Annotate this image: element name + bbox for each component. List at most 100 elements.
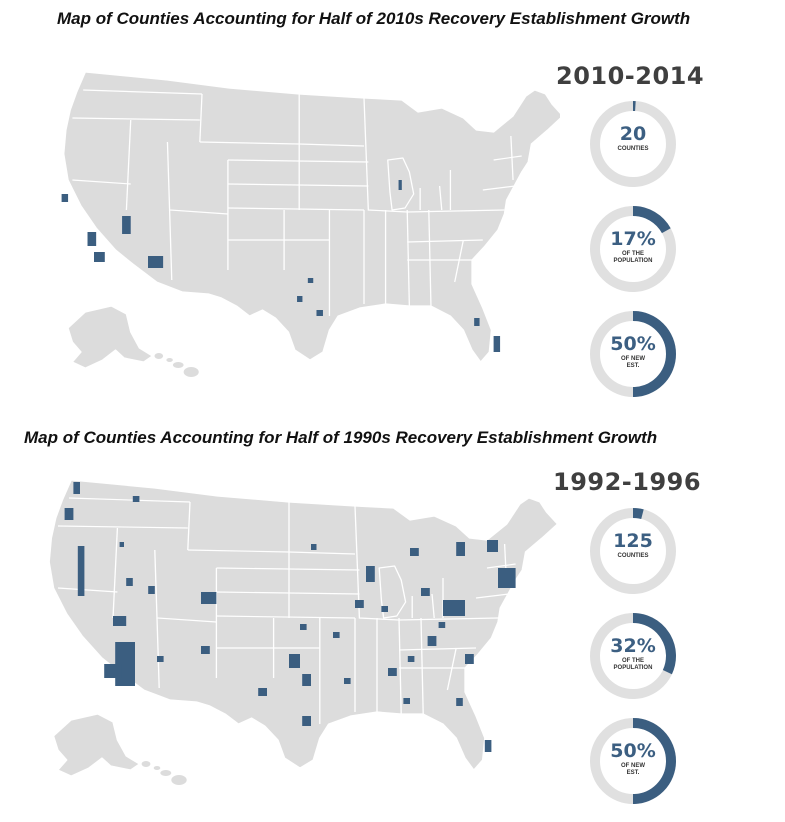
highlighted-county — [122, 216, 131, 234]
state-border-line — [510, 135, 514, 181]
hawaii-island — [160, 770, 172, 776]
michigan-shape — [378, 565, 407, 619]
state-border-line — [227, 207, 365, 211]
state-border-line — [407, 209, 505, 213]
donut-new-establishments-2010s: 50% OF NEW EST. — [588, 309, 678, 399]
highlighted-county — [289, 654, 300, 668]
highlighted-county — [302, 716, 311, 726]
state-border-line — [227, 183, 369, 187]
donut-caption: OF NEW EST. — [621, 763, 645, 776]
highlighted-county — [398, 180, 402, 190]
state-border-line — [216, 615, 356, 619]
highlighted-county — [427, 636, 437, 646]
state-border-line — [216, 567, 360, 571]
highlighted-county — [484, 740, 492, 752]
hawaii-island — [183, 367, 199, 377]
donut-counties-1990s: 125 COUNTIES — [588, 506, 678, 596]
highlighted-county — [456, 698, 463, 706]
donut-ring — [590, 507, 676, 594]
highlighted-county — [77, 546, 85, 596]
us-map-2010s — [61, 71, 560, 377]
state-border-line — [482, 185, 516, 191]
highlighted-county — [403, 698, 410, 704]
highlighted-county — [148, 256, 164, 268]
highlighted-county — [64, 508, 74, 520]
highlighted-county — [307, 278, 314, 283]
state-border-line — [363, 97, 408, 213]
highlighted-county — [132, 496, 140, 502]
period-label-1992-1996: 1992-1996 — [553, 468, 702, 496]
state-border-line — [407, 239, 483, 243]
state-border-line — [454, 239, 464, 283]
state-border-line — [199, 93, 203, 143]
highlighted-county — [410, 548, 419, 556]
highlighted-county — [87, 232, 97, 246]
highlighted-county — [333, 632, 340, 638]
ring-value-arc — [632, 718, 676, 804]
donut-new-establishments-1990s: 50% OF NEW EST. — [588, 716, 678, 806]
highlighted-county — [407, 656, 415, 662]
highlighted-county — [443, 600, 465, 616]
us-map-1990s — [48, 479, 559, 785]
donut-population-1990s: 32% OF THE POPULATION — [588, 611, 678, 701]
donut-value: 20 — [619, 123, 647, 145]
donut-caption: OF THE POPULATION — [613, 251, 653, 264]
highlighted-county — [94, 252, 105, 262]
donut-caption: COUNTIES — [617, 146, 649, 152]
highlighted-county — [113, 616, 127, 626]
donut-population-2010s: 17% OF THE POPULATION — [588, 204, 678, 294]
donut-counties-2010s: 20 COUNTIES — [588, 99, 678, 189]
highlighted-county — [456, 542, 465, 556]
state-border-line — [438, 185, 443, 211]
highlighted-county — [126, 578, 133, 586]
state-border-line — [156, 617, 160, 689]
highlighted-county — [157, 656, 164, 662]
highlighted-county — [201, 592, 217, 604]
state-border-line — [168, 209, 173, 281]
period-label-2010-2014: 2010-2014 — [556, 62, 705, 90]
hawaii-island — [166, 358, 173, 362]
donut-value: 17% — [610, 228, 656, 250]
highlighted-county — [388, 668, 397, 676]
donut-value: 125 — [613, 530, 653, 552]
highlighted-county — [311, 544, 317, 550]
highlighted-county — [316, 310, 323, 316]
state-border-line — [398, 617, 402, 715]
contiguous-us-shape — [63, 71, 560, 363]
highlighted-county — [73, 482, 80, 494]
hawaii-island — [172, 362, 184, 368]
highlighted-county — [302, 674, 311, 686]
highlighted-county — [493, 336, 501, 352]
state-border-line — [354, 505, 400, 621]
donut-caption: OF THE POPULATION — [613, 658, 653, 671]
state-border-line — [68, 497, 191, 503]
highlighted-county — [421, 588, 430, 596]
state-border-line — [493, 155, 522, 161]
donut-value: 32% — [610, 635, 656, 657]
state-border-line — [57, 587, 118, 593]
donut-ring — [590, 613, 676, 699]
state-border-line — [475, 593, 510, 599]
ring-value-arc — [632, 507, 644, 520]
donut-value: 50% — [610, 333, 656, 355]
state-border-line — [57, 525, 188, 529]
highlighted-county — [201, 646, 210, 654]
hawaii-island — [171, 775, 187, 785]
state-border-line — [431, 593, 435, 619]
state-border-line — [83, 89, 203, 95]
state-border-line — [72, 179, 131, 185]
donut-ring — [590, 206, 676, 292]
hawaii-island — [141, 761, 151, 767]
highlighted-county — [366, 566, 375, 582]
state-border-line — [72, 117, 200, 121]
highlighted-county — [498, 568, 516, 588]
hawaii-island — [154, 353, 164, 359]
highlighted-county — [474, 318, 480, 326]
highlighted-county — [258, 688, 267, 696]
state-border-line — [227, 159, 369, 163]
state-border-line — [216, 591, 360, 595]
state-border-line — [398, 647, 477, 651]
ring-value-arc — [632, 613, 676, 675]
highlighted-county — [465, 654, 474, 664]
highlighted-county — [381, 606, 388, 612]
